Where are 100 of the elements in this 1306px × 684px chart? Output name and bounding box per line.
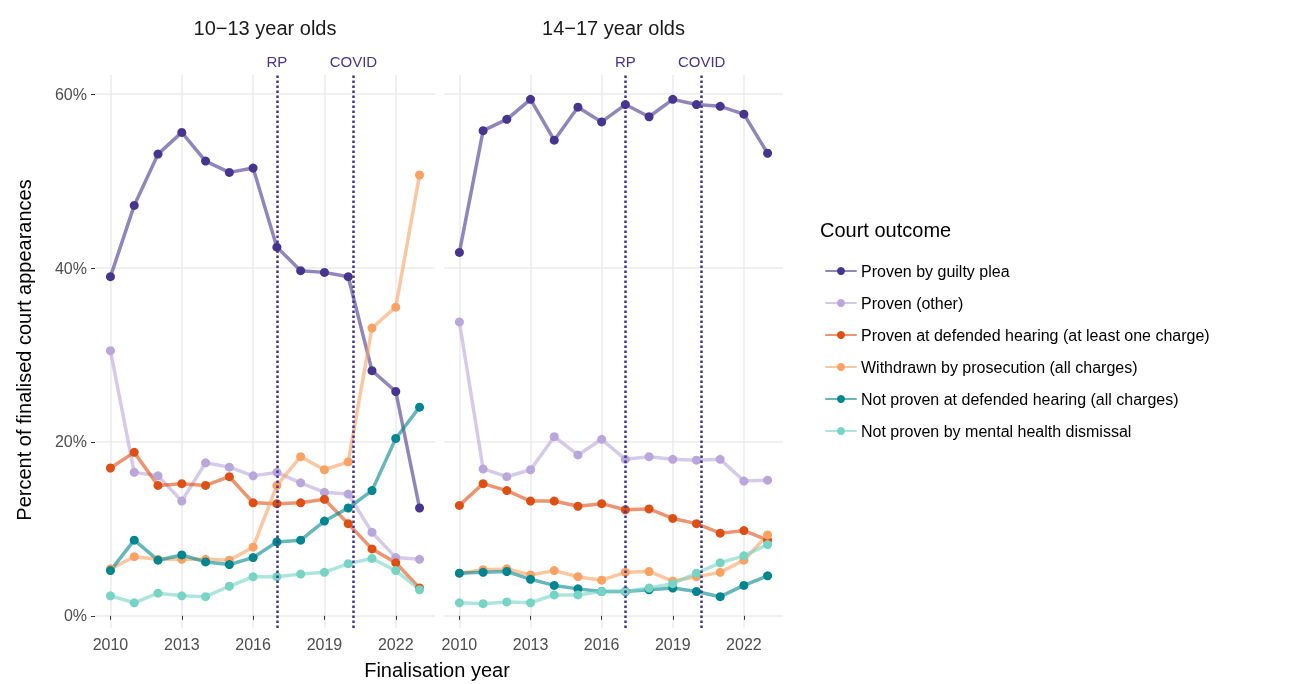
point (129, 200, 139, 210)
point (597, 499, 607, 509)
x-axis-title: Finalisation year (364, 659, 511, 681)
point (763, 530, 773, 540)
point (248, 553, 258, 563)
point (644, 112, 654, 122)
point (549, 135, 559, 145)
point (153, 471, 163, 481)
x-tick-label: 2022 (377, 635, 414, 653)
point (367, 486, 377, 496)
point (319, 494, 329, 504)
point (715, 558, 725, 568)
x-tick-label: 2019 (306, 635, 343, 653)
point (549, 496, 559, 506)
point (224, 472, 234, 482)
point (319, 567, 329, 577)
point (763, 571, 773, 581)
point (367, 553, 377, 563)
chart-title: 10−13 year olds (193, 17, 337, 39)
point (367, 544, 377, 554)
point (153, 588, 163, 598)
point (391, 387, 401, 396)
point (105, 272, 115, 282)
point (296, 535, 306, 545)
point (573, 102, 583, 112)
point (319, 465, 329, 475)
point (549, 432, 559, 442)
x-tick-label: 2010 (92, 635, 129, 653)
point (549, 590, 559, 600)
ref-line-label: COVID (329, 53, 378, 70)
point (296, 498, 306, 508)
point (763, 540, 773, 550)
x-tick-label: 2022 (726, 635, 762, 653)
point (177, 496, 187, 506)
point (526, 465, 536, 475)
ref-line-label: COVID (677, 53, 726, 70)
point (343, 519, 353, 529)
point (739, 580, 749, 590)
point (573, 590, 583, 600)
chart-title: 14−17 year olds (542, 17, 685, 39)
point (201, 592, 211, 602)
point (177, 550, 187, 560)
point (224, 167, 234, 177)
point (201, 156, 211, 166)
point (367, 527, 377, 537)
point (668, 94, 678, 104)
point (201, 458, 211, 468)
point (644, 566, 654, 576)
point (367, 323, 377, 333)
legend-title: Court outcome (820, 219, 952, 241)
point (454, 317, 464, 327)
point (549, 566, 559, 576)
point (248, 498, 258, 508)
y-tick-label: 60% (54, 85, 87, 103)
point (597, 575, 607, 585)
point (391, 558, 401, 568)
point (691, 455, 701, 465)
point (454, 247, 464, 257)
point (343, 457, 353, 467)
point (526, 94, 536, 104)
point (644, 452, 654, 462)
y-tick-label: 0% (63, 607, 87, 625)
point (129, 552, 139, 562)
point (129, 598, 139, 608)
legend-label: Not proven by mental health dismissal (861, 422, 1132, 440)
point (668, 454, 678, 464)
point (296, 266, 306, 276)
point (343, 503, 353, 513)
point (739, 476, 749, 486)
point (715, 567, 725, 577)
point (454, 500, 464, 510)
point (478, 599, 488, 609)
point (391, 302, 401, 312)
point (343, 489, 353, 499)
point (478, 464, 488, 474)
point (224, 560, 234, 570)
x-tick-label: 2016 (235, 635, 272, 653)
point (597, 434, 607, 444)
y-tick-label: 20% (54, 433, 87, 451)
point (691, 568, 701, 578)
point (573, 501, 583, 511)
point (343, 559, 353, 569)
point (391, 433, 401, 443)
y-tick-label: 40% (54, 259, 87, 277)
point (415, 170, 425, 180)
point (549, 580, 559, 590)
point (526, 496, 536, 506)
point (573, 450, 583, 460)
point (319, 516, 329, 526)
point (391, 566, 401, 576)
legend-label: Proven by guilty plea (861, 262, 1010, 280)
x-tick-label: 2013 (512, 635, 549, 653)
point (177, 479, 187, 489)
point (454, 598, 464, 608)
point (763, 475, 773, 485)
point (415, 402, 425, 412)
point (224, 581, 234, 591)
point (319, 267, 329, 277)
point (526, 598, 536, 608)
point (296, 452, 306, 462)
